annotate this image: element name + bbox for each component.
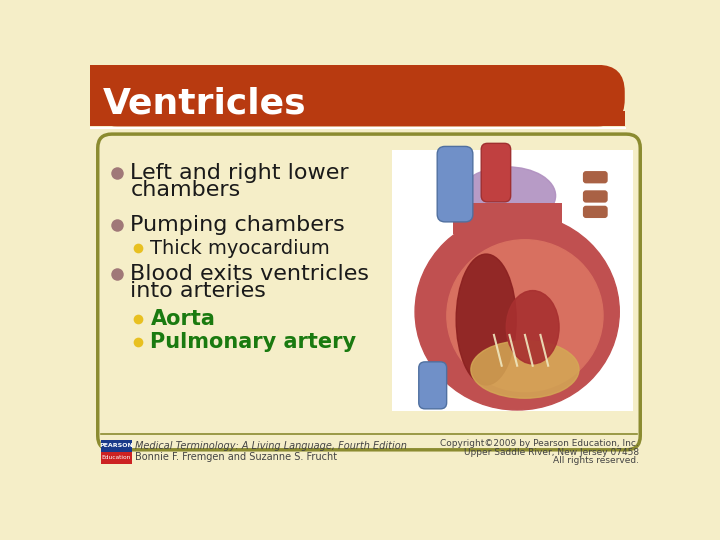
FancyBboxPatch shape	[437, 146, 473, 222]
FancyBboxPatch shape	[90, 65, 245, 126]
FancyBboxPatch shape	[583, 190, 608, 202]
Text: into arteries: into arteries	[130, 281, 266, 301]
FancyBboxPatch shape	[90, 65, 625, 126]
Ellipse shape	[459, 167, 556, 225]
Ellipse shape	[447, 240, 603, 392]
Text: Thick myocardium: Thick myocardium	[150, 239, 330, 258]
Text: Aorta: Aorta	[150, 309, 215, 329]
FancyBboxPatch shape	[98, 134, 640, 450]
FancyBboxPatch shape	[583, 206, 608, 218]
Text: Bonnie F. Fremgen and Suzanne S. Frucht: Bonnie F. Fremgen and Suzanne S. Frucht	[135, 452, 337, 462]
Text: Ventricles: Ventricles	[102, 86, 306, 120]
Text: PEARSON: PEARSON	[99, 443, 133, 448]
FancyBboxPatch shape	[454, 204, 562, 234]
Text: Education: Education	[102, 455, 131, 460]
FancyBboxPatch shape	[101, 452, 132, 464]
FancyBboxPatch shape	[101, 440, 132, 452]
FancyBboxPatch shape	[90, 111, 625, 126]
FancyBboxPatch shape	[583, 171, 608, 184]
Text: Copyright©2009 by Pearson Education, Inc.: Copyright©2009 by Pearson Education, Inc…	[440, 439, 639, 448]
Ellipse shape	[471, 341, 579, 398]
FancyBboxPatch shape	[90, 65, 648, 481]
Text: Left and right lower: Left and right lower	[130, 163, 349, 183]
Text: Upper Saddle River, New Jersey 07458: Upper Saddle River, New Jersey 07458	[464, 448, 639, 457]
Text: All rights reserved.: All rights reserved.	[553, 456, 639, 465]
FancyBboxPatch shape	[481, 143, 510, 202]
Ellipse shape	[415, 214, 619, 410]
Text: Pumping chambers: Pumping chambers	[130, 215, 345, 235]
Text: Medical Terminology: A Living Language, Fourth Edition: Medical Terminology: A Living Language, …	[135, 441, 407, 451]
FancyBboxPatch shape	[419, 362, 446, 409]
Text: chambers: chambers	[130, 179, 240, 200]
Text: Blood exits ventricles: Blood exits ventricles	[130, 264, 369, 284]
Text: Pulmonary artery: Pulmonary artery	[150, 332, 356, 352]
Ellipse shape	[506, 291, 559, 364]
Ellipse shape	[456, 254, 516, 385]
FancyBboxPatch shape	[392, 150, 632, 411]
